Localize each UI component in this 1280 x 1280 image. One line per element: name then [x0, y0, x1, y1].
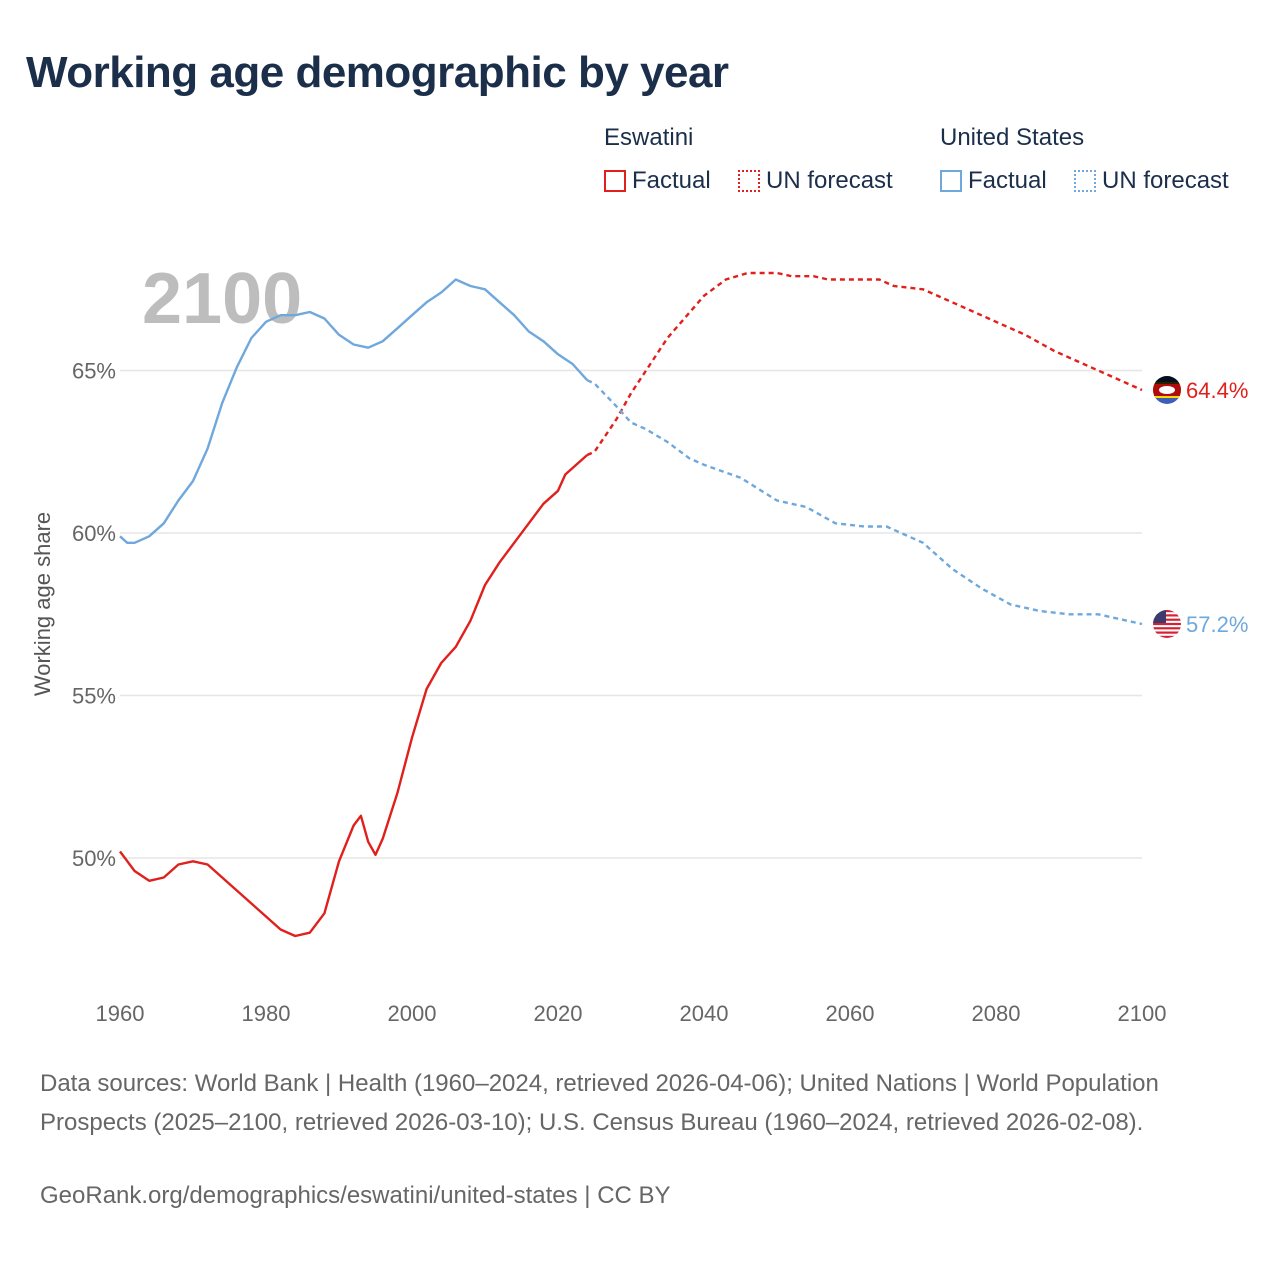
- us-flag-stripe: [1153, 618, 1181, 621]
- legend-item-eswatini-factual[interactable]: Factual: [604, 166, 711, 196]
- x-tick-label: 1960: [96, 1001, 145, 1026]
- y-tick-label: 55%: [72, 684, 116, 709]
- eswatini-flag-top: [1153, 376, 1181, 384]
- legend-item-united-states-factual[interactable]: Factual: [940, 166, 1047, 196]
- legend-swatch-eswatini-factual: [604, 170, 626, 192]
- legend-swatch-united-states-factual: [940, 170, 962, 192]
- legend-item-eswatini-forecast[interactable]: UN forecast: [738, 166, 893, 196]
- y-tick-label: 60%: [72, 521, 116, 546]
- x-tick-label: 2100: [1118, 1001, 1167, 1026]
- legend-group-united-states: United States: [940, 124, 1085, 151]
- us-flag-stripe: [1153, 635, 1181, 638]
- legend-label-united-states-forecast: UN forecast: [1102, 167, 1229, 194]
- series-line-eswatini-factual: [119, 454, 588, 938]
- x-tick-label: 2020: [534, 1001, 583, 1026]
- legend-label-eswatini-factual: Factual: [632, 167, 711, 194]
- series-line-eswatini-forecast: [586, 271, 1143, 457]
- us-flag-canton: [1153, 610, 1166, 623]
- x-tick-label: 2040: [680, 1001, 729, 1026]
- legend-swatch-eswatini-forecast: [738, 170, 760, 192]
- series-end-label-eswatini: 64.4%: [1186, 378, 1248, 403]
- x-tick-label: 2060: [826, 1001, 875, 1026]
- eswatini-flag-fill: [1153, 376, 1181, 404]
- series-line-united-states-forecast: [586, 379, 1143, 626]
- x-tick-label: 1980: [242, 1001, 291, 1026]
- credit-line: GeoRank.org/demographics/eswatini/united…: [40, 1182, 671, 1209]
- x-tick-label: 2000: [388, 1001, 437, 1026]
- legend-item-united-states-forecast[interactable]: UN forecast: [1074, 166, 1229, 196]
- us-flag-stripe: [1153, 610, 1181, 613]
- eswatini-flag-icon: [1153, 376, 1181, 404]
- data-sources-note: Data sources: World Bank | Health (1960–…: [40, 1070, 1159, 1136]
- y-axis-label: Working age share: [30, 512, 55, 696]
- series-end-label-united-states: 57.2%: [1186, 612, 1248, 637]
- line-chart: 2100 50% 55% 60% 65% 1960 1980 2000 2020 2040 2060…: [30, 259, 1248, 1026]
- legend-group-eswatini: Eswatini: [604, 124, 694, 151]
- us-flag-stripe: [1153, 631, 1181, 634]
- chart-title: Working age demographic by year: [26, 48, 729, 97]
- legend-swatch-united-states-forecast: [1074, 170, 1096, 192]
- eswatini-flag-shield: [1159, 386, 1175, 394]
- us-flag-stripe: [1153, 614, 1181, 617]
- y-tick-label: 65%: [72, 359, 116, 384]
- legend-label-united-states-factual: Factual: [968, 167, 1047, 194]
- year-overlay-label: 2100: [142, 259, 302, 339]
- x-tick-label: 2080: [972, 1001, 1021, 1026]
- y-tick-label: 50%: [72, 846, 116, 871]
- us-flag-stripe: [1153, 622, 1181, 626]
- us-flag-fill: [1153, 610, 1181, 638]
- legend-label-eswatini-forecast: UN forecast: [766, 167, 893, 194]
- us-flag-stripe: [1153, 627, 1181, 630]
- series-line-united-states-factual: [119, 278, 589, 544]
- united-states-flag-icon: [1153, 610, 1181, 638]
